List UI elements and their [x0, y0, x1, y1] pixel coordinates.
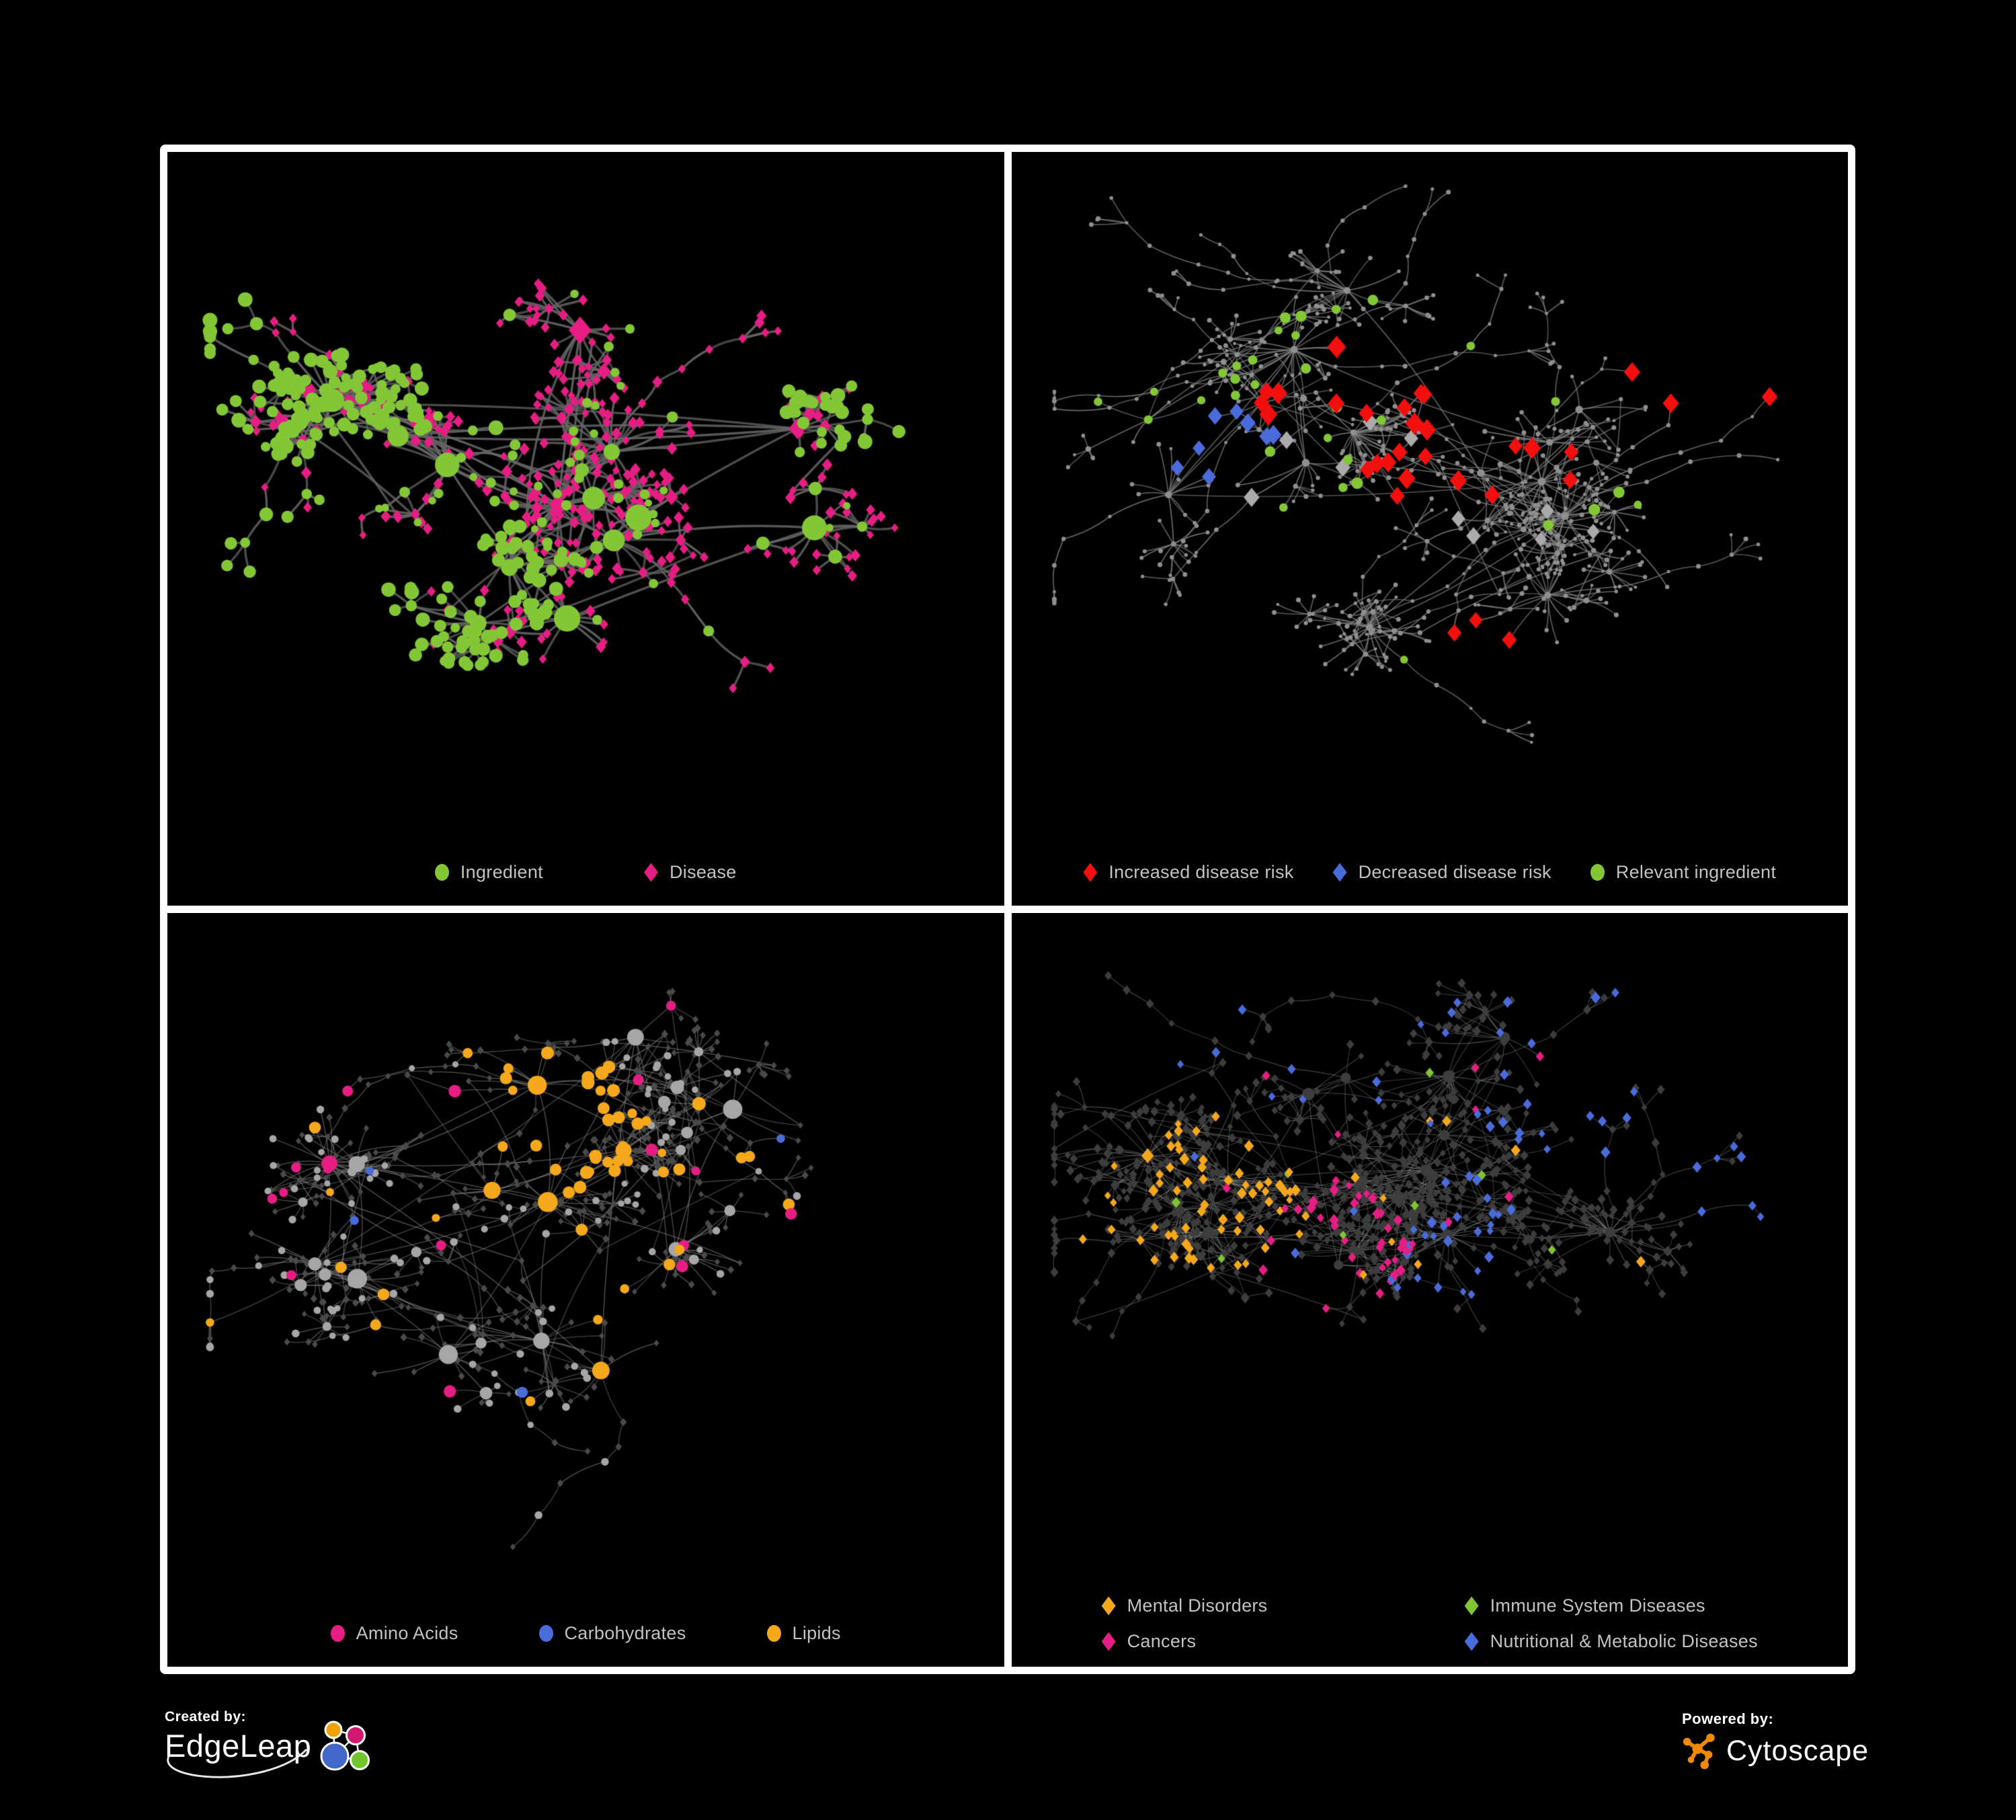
- legend-item-amino-acids: Amino Acids: [330, 1623, 458, 1644]
- legend-label-ingredient: Ingredient: [460, 862, 543, 882]
- legend-label-relevant-ingredient: Relevant ingredient: [1615, 862, 1777, 882]
- edgeleap-swoosh-icon: [167, 1749, 307, 1778]
- ingredient-circle-icon: [434, 864, 449, 881]
- created-by-label: Created by:: [165, 1709, 247, 1725]
- legend-label-immune-diseases: Immune System Diseases: [1490, 1595, 1705, 1616]
- figure-grid: Ingredient Disease Increased disease ris…: [160, 145, 1855, 1674]
- cytoscape-logo-icon: [1683, 1733, 1715, 1770]
- legend-label-amino-acids: Amino Acids: [356, 1623, 458, 1643]
- disease-diamond-icon: [643, 863, 658, 882]
- panel-disease-risk: Increased disease risk Decreased disease…: [1011, 152, 1849, 906]
- legend-ingredient-disease: Ingredient Disease: [167, 862, 1004, 883]
- decreased-risk-diamond-icon: [1332, 863, 1347, 882]
- legend-disease-classes: Mental Disorders Immune System Diseases …: [1012, 1595, 1849, 1652]
- cytoscape-brand-row: Cytoscape: [1682, 1731, 1869, 1771]
- created-by-block: Created by: EdgeLeap: [165, 1709, 378, 1790]
- panel-macronutrients: Amino Acids Carbohydrates Lipids: [167, 913, 1004, 1667]
- legend-label-carbohydrates: Carbohydrates: [564, 1623, 686, 1643]
- amino-acids-circle-icon: [330, 1625, 345, 1642]
- legend-label-disease: Disease: [669, 862, 737, 882]
- legend-item-increased-risk: Increased disease risk: [1083, 862, 1293, 883]
- network-canvas-disease-risk: [1011, 152, 1848, 906]
- edgeleap-brand-row: EdgeLeap: [165, 1720, 378, 1790]
- edgeleap-logo-icon: [320, 1720, 370, 1771]
- legend-item-relevant-ingredient: Relevant ingredient: [1590, 862, 1776, 883]
- legend-item-decreased-risk: Decreased disease risk: [1332, 862, 1551, 883]
- mental-disorders-diamond-icon: [1101, 1596, 1116, 1616]
- legend-item-lipids: Lipids: [766, 1623, 841, 1644]
- relevant-ingredient-circle-icon: [1590, 864, 1605, 881]
- legend-item-carbohydrates: Carbohydrates: [538, 1623, 686, 1644]
- powered-by-block: Powered by: Cytoscape: [1682, 1710, 1869, 1771]
- legend-macronutrients: Amino Acids Carbohydrates Lipids: [167, 1623, 1004, 1644]
- panel-disease-classes: Mental Disorders Immune System Diseases …: [1011, 913, 1849, 1667]
- lipids-circle-icon: [766, 1625, 781, 1642]
- carbohydrates-circle-icon: [538, 1625, 553, 1642]
- network-canvas-ingredient-disease: [167, 152, 1004, 906]
- powered-by-label: Powered by:: [1682, 1710, 1774, 1727]
- legend-item-ingredient: Ingredient: [434, 862, 543, 883]
- legend-item-mental-disorders: Mental Disorders: [1101, 1595, 1465, 1616]
- legend-disease-risk: Increased disease risk Decreased disease…: [1012, 862, 1849, 883]
- legend-item-immune-diseases: Immune System Diseases: [1464, 1595, 1758, 1616]
- legend-item-nutritional-metabolic: Nutritional & Metabolic Diseases: [1464, 1631, 1758, 1652]
- cytoscape-wordmark: Cytoscape: [1726, 1734, 1869, 1767]
- legend-label-lipids: Lipids: [792, 1623, 841, 1643]
- nutritional-metabolic-diamond-icon: [1464, 1632, 1479, 1651]
- immune-diseases-diamond-icon: [1464, 1596, 1479, 1616]
- legend-label-decreased-risk: Decreased disease risk: [1358, 862, 1551, 882]
- panel-ingredient-disease: Ingredient Disease: [167, 152, 1004, 906]
- legend-label-cancers: Cancers: [1127, 1631, 1197, 1651]
- legend-label-nutritional-metabolic: Nutritional & Metabolic Diseases: [1490, 1631, 1758, 1651]
- network-canvas-macronutrients: [167, 913, 1004, 1667]
- network-canvas-disease-classes: [1011, 913, 1848, 1667]
- legend-item-disease: Disease: [643, 862, 737, 883]
- cancers-diamond-icon: [1101, 1632, 1116, 1651]
- increased-risk-diamond-icon: [1083, 863, 1098, 882]
- legend-label-mental-disorders: Mental Disorders: [1127, 1595, 1268, 1616]
- legend-label-increased-risk: Increased disease risk: [1108, 862, 1294, 882]
- legend-item-cancers: Cancers: [1101, 1631, 1465, 1652]
- edgeleap-wordmark: EdgeLeap: [165, 1728, 312, 1764]
